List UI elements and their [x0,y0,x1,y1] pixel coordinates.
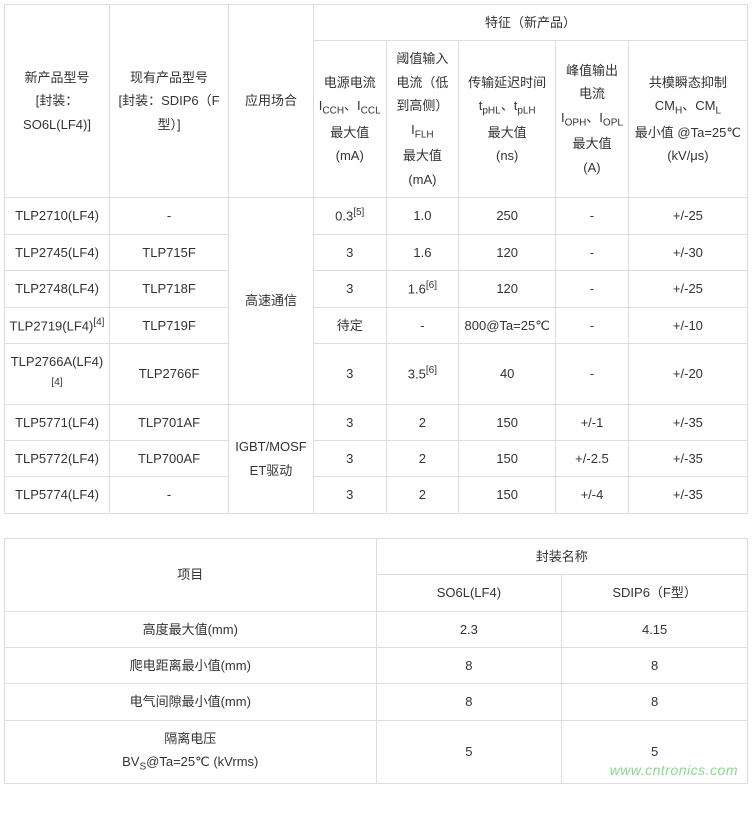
cell: 120 [459,234,556,270]
th-item: 项目 [5,538,377,611]
product-existing: TLP718F [109,271,228,308]
param-label: 隔离电压 BVS@Ta=25℃ (kVrms) [5,720,377,783]
cell: 3 [313,271,386,308]
application-cell: IGBT/MOSFET驱动 [229,404,314,513]
th-prop-delay: 传输延迟时间 tpHL、tpLH 最大值 (ns) [459,41,556,198]
specs-table: 新产品型号 [封装：SO6L(LF4)] 现有产品型号 [封装：SDIP6（F型… [4,4,748,514]
product-existing: TLP719F [109,307,228,344]
product-new: TLP5772(LF4) [5,440,110,476]
package-table: 项目 封装名称 SO6L(LF4) SDIP6（F型） 高度最大值(mm) 2.… [4,538,748,784]
cell: +/-35 [628,477,747,513]
product-new: TLP5771(LF4) [5,404,110,440]
cell: 3 [313,234,386,270]
cell: 0.3[5] [313,197,386,234]
cell: 5 [376,720,562,783]
th-pkg1: SO6L(LF4) [376,575,562,611]
product-existing: TLP700AF [109,440,228,476]
table-row: 隔离电压 BVS@Ta=25℃ (kVrms) 5 5 [5,720,748,783]
cell: +/-25 [628,197,747,234]
product-new: TLP5774(LF4) [5,477,110,513]
table-row: TLP5771(LF4) TLP701AF IGBT/MOSFET驱动 3 2 … [5,404,748,440]
cell: 3 [313,344,386,404]
cell: 4.15 [562,611,748,647]
th-supply-current: 电源电流 ICCH、ICCL 最大值 (mA) [313,41,386,198]
cell: +/-4 [556,477,629,513]
cell: 3 [313,440,386,476]
table-row: 高度最大值(mm) 2.3 4.15 [5,611,748,647]
table-row: 电气间隙最小值(mm) 8 8 [5,684,748,720]
cell: +/-1 [556,404,629,440]
th-pkg2: SDIP6（F型） [562,575,748,611]
th-features-group: 特征（新产品） [313,5,747,41]
th-new-product: 新产品型号 [封装：SO6L(LF4)] [5,5,110,198]
table-row: TLP5774(LF4) - 3 2 150 +/-4 +/-35 [5,477,748,513]
header-row-1: 新产品型号 [封装：SO6L(LF4)] 现有产品型号 [封装：SDIP6（F型… [5,5,748,41]
cell: +/-35 [628,404,747,440]
product-existing: TLP715F [109,234,228,270]
product-existing: TLP2766F [109,344,228,404]
th-existing-product: 现有产品型号 [封装：SDIP6（F型）] [109,5,228,198]
cell: 2 [386,404,459,440]
cell: +/-35 [628,440,747,476]
cell: 150 [459,404,556,440]
cell: 8 [376,647,562,683]
cell: 2 [386,440,459,476]
cell: +/-10 [628,307,747,344]
table-row: TLP2766A(LF4)[4] TLP2766F 3 3.5[6] 40 - … [5,344,748,404]
cell: 800@Ta=25℃ [459,307,556,344]
table-row: TLP5772(LF4) TLP700AF 3 2 150 +/-2.5 +/-… [5,440,748,476]
cell: 1.0 [386,197,459,234]
cell: 150 [459,477,556,513]
cell: 150 [459,440,556,476]
cell: 3 [313,404,386,440]
cell: 1.6 [386,234,459,270]
th-peak-output: 峰值输出电流 IOPH、IOPL 最大值 (A) [556,41,629,198]
cell: - [556,307,629,344]
product-new: TLP2766A(LF4)[4] [5,344,110,404]
table-row: TLP2710(LF4) - 高速通信 0.3[5] 1.0 250 - +/-… [5,197,748,234]
cell: 250 [459,197,556,234]
header-row: 项目 封装名称 [5,538,748,574]
cell: - [386,307,459,344]
cell: 8 [562,684,748,720]
product-new: TLP2748(LF4) [5,271,110,308]
cell: 3 [313,477,386,513]
cell: 2.3 [376,611,562,647]
product-new: TLP2719(LF4)[4] [5,307,110,344]
th-application: 应用场合 [229,5,314,198]
product-existing: TLP701AF [109,404,228,440]
cell: 2 [386,477,459,513]
product-new: TLP2710(LF4) [5,197,110,234]
cell: - [556,271,629,308]
cell: 待定 [313,307,386,344]
th-package-group: 封装名称 [376,538,748,574]
cell: - [556,197,629,234]
cell: +/-25 [628,271,747,308]
product-existing: - [109,477,228,513]
cell: +/-20 [628,344,747,404]
cell: 1.6[6] [386,271,459,308]
cell: +/-2.5 [556,440,629,476]
cell: 120 [459,271,556,308]
product-existing: - [109,197,228,234]
th-threshold-current: 阈值输入电流（低到高侧） IFLH 最大值 (mA) [386,41,459,198]
cell: 40 [459,344,556,404]
th-cmti: 共模瞬态抑制 CMH、CML 最小值 @Ta=25℃ (kV/μs) [628,41,747,198]
cell: 5 [562,720,748,783]
table-row: 爬电距离最小值(mm) 8 8 [5,647,748,683]
product-new: TLP2745(LF4) [5,234,110,270]
param-label: 电气间隙最小值(mm) [5,684,377,720]
application-cell: 高速通信 [229,197,314,404]
cell: +/-30 [628,234,747,270]
cell: 8 [376,684,562,720]
table-row: TLP2719(LF4)[4] TLP719F 待定 - 800@Ta=25℃ … [5,307,748,344]
cell: 8 [562,647,748,683]
table-row: TLP2745(LF4) TLP715F 3 1.6 120 - +/-30 [5,234,748,270]
cell: 3.5[6] [386,344,459,404]
param-label: 高度最大值(mm) [5,611,377,647]
cell: - [556,234,629,270]
table-row: TLP2748(LF4) TLP718F 3 1.6[6] 120 - +/-2… [5,271,748,308]
cell: - [556,344,629,404]
param-label: 爬电距离最小值(mm) [5,647,377,683]
